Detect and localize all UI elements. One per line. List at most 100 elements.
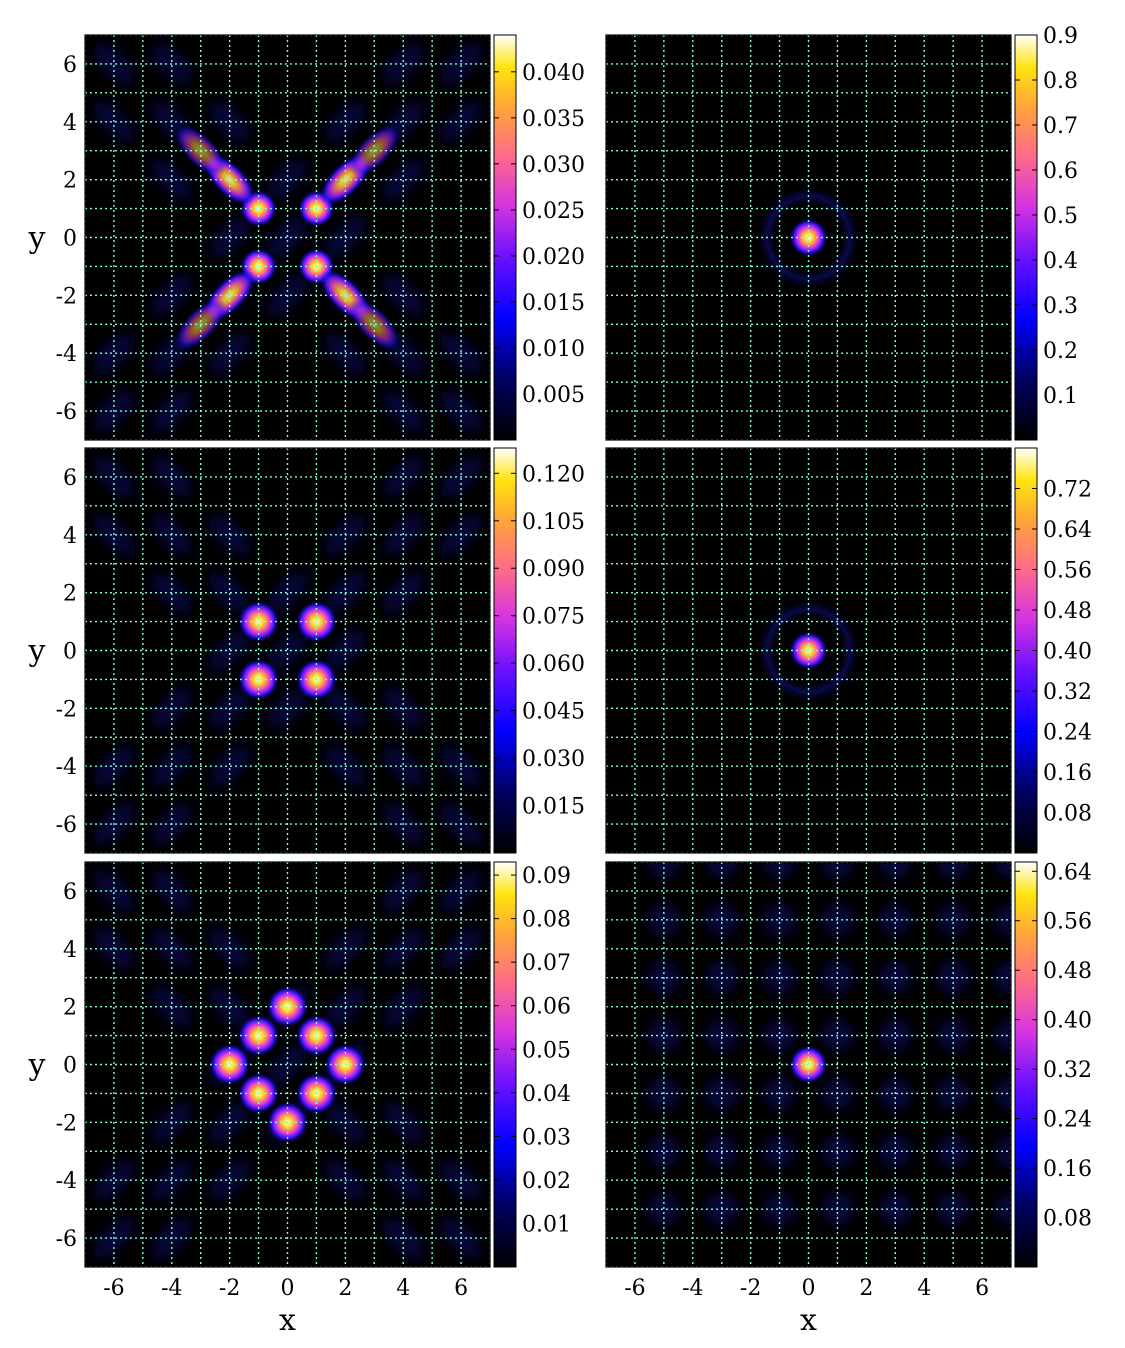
y-tick-label: -2 — [56, 1111, 77, 1136]
colorbar-tick-label: 0.08 — [1043, 802, 1092, 827]
heatmap-field — [85, 862, 490, 1267]
colorbar-tick-label: 0.03 — [522, 1125, 571, 1150]
colorbar-tick-label: 0.64 — [1043, 518, 1092, 543]
colorbar-tick-label: 0.40 — [1043, 1009, 1092, 1034]
heatmap-field — [606, 35, 1011, 440]
colorbar-tick-label: 0.010 — [522, 337, 585, 362]
colorbar-tick-label: 0.01 — [522, 1212, 571, 1237]
y-tick-label: 0 — [63, 640, 77, 665]
y-tick-label: -4 — [56, 342, 77, 367]
y-tick-label: 0 — [63, 227, 77, 252]
colorbar-tick-label: 0.24 — [1043, 1108, 1092, 1133]
y-tick-label: -6 — [56, 813, 77, 838]
colorbar-tick-label: 0.035 — [522, 107, 585, 132]
x-tick-labels: -6 -4 -2 0 2 4 6 — [103, 1276, 468, 1301]
panel-right-top: 0.1 0.2 0.3 0.4 0.5 0.6 0.7 0.8 0.9 — [605, 24, 1078, 441]
colorbar-tick-label: 0.3 — [1043, 294, 1078, 319]
colorbar-tick-label: 0.16 — [1043, 761, 1092, 786]
x-axis-label: x — [279, 1303, 296, 1338]
colorbar-gradient — [1014, 34, 1038, 441]
y-tick-label: -4 — [56, 755, 77, 780]
axes-frame — [84, 34, 491, 441]
colorbar-tick-label: 0.030 — [522, 747, 585, 772]
colorbar-tick-label: 0.06 — [522, 995, 571, 1020]
y-tick-label: 4 — [63, 111, 77, 136]
y-tick-label: -2 — [56, 284, 77, 309]
colorbar-tick-label: 0.24 — [1043, 721, 1092, 746]
colorbar-gradient — [493, 34, 517, 441]
x-tick-label: -2 — [740, 1276, 761, 1301]
heatmap-field — [85, 35, 490, 440]
colorbar-tick-label: 0.120 — [522, 462, 585, 487]
axes-frame — [84, 447, 491, 854]
y-tick-labels: 6 4 2 0 -2 -4 -6 — [56, 880, 77, 1252]
y-tick-label: -6 — [56, 400, 77, 425]
heatmap-field — [606, 862, 1011, 1267]
peak-marker — [209, 1044, 250, 1085]
colorbar-tick-label: 0.56 — [1043, 559, 1092, 584]
peak-marker — [789, 218, 828, 257]
panel-left-middle: 6 4 2 0 -2 -4 -6 y 0.015 0.030 0.045 0.060 0.075 0.09… — [28, 447, 585, 854]
colorbar: 0.015 0.030 0.045 0.060 0.075 0.090 0.105 0.120 — [493, 447, 585, 854]
colorbar-tick-label: 0.9 — [1043, 24, 1078, 49]
heatmap-field — [85, 448, 490, 853]
x-tick-label: 6 — [975, 1276, 989, 1301]
y-tick-label: -6 — [56, 1227, 77, 1252]
colorbar-tick-label: 0.020 — [522, 245, 585, 270]
x-tick-label: -4 — [682, 1276, 703, 1301]
y-axis-label: y — [28, 634, 46, 669]
y-tick-label: 2 — [63, 996, 77, 1021]
peak-marker — [789, 1045, 828, 1084]
colorbar: 0.08 0.16 0.24 0.32 0.40 0.48 0.56 0.64 — [1014, 860, 1092, 1268]
y-tick-label: 2 — [63, 582, 77, 607]
panel-right-bottom: -6 -4 -2 0 2 4 6x0.080.160.240.320.400.480.560… — [605, 860, 1092, 1338]
colorbar-tick-label: 0.015 — [522, 291, 585, 316]
panel-right-middle: 0.08 0.16 0.24 0.32 0.40 0.48 0.56 0.64 0.72 — [605, 447, 1092, 854]
colorbar: 0.1 0.2 0.3 0.4 0.5 0.6 0.7 0.8 0.9 — [1014, 24, 1078, 441]
colorbar-tick-label: 0.09 — [522, 864, 571, 889]
colorbar-tick-label: 0.105 — [522, 510, 585, 535]
x-tick-label: -6 — [624, 1276, 645, 1301]
y-tick-label: 4 — [63, 938, 77, 963]
colorbar-tick-label: 0.56 — [1043, 910, 1092, 935]
colorbar-tick-label: 0.005 — [522, 383, 585, 408]
x-tick-label: -4 — [161, 1276, 182, 1301]
x-tick-labels: -6 -4 -2 0 2 4 6 — [624, 1276, 989, 1301]
axes-frame — [605, 861, 1012, 1268]
colorbar-gradient — [1014, 861, 1038, 1268]
colorbar-tick-label: 0.16 — [1043, 1157, 1092, 1182]
x-tick-label: -6 — [103, 1276, 124, 1301]
colorbar: 0.08 0.16 0.24 0.32 0.40 0.48 0.56 0.64 0.72 — [1014, 447, 1092, 854]
colorbar-tick-label: 0.6 — [1043, 159, 1078, 184]
colorbar: 0.01 0.02 0.03 0.04 0.05 0.06 0.07 0.08 0.09 — [493, 861, 571, 1268]
colorbar-tick-label: 0.40 — [1043, 640, 1092, 665]
peak-marker — [789, 631, 828, 670]
colorbar-tick-label: 0.030 — [522, 153, 585, 178]
x-tick-label: 2 — [338, 1276, 352, 1301]
y-axis-label: y — [28, 1048, 46, 1083]
colorbar-tick-label: 0.025 — [522, 199, 585, 224]
colorbar-tick-label: 0.045 — [522, 700, 585, 725]
colorbar-tick-label: 0.48 — [1043, 959, 1092, 984]
colorbar-tick-label: 0.015 — [522, 795, 585, 820]
y-tick-labels: 6 4 2 0 -2 -4 -6 — [56, 466, 77, 838]
x-tick-label: 2 — [859, 1276, 873, 1301]
colorbar-tick-label: 0.08 — [522, 908, 571, 933]
colorbar-tick-label: 0.07 — [522, 951, 571, 976]
y-tick-label: 6 — [63, 880, 77, 905]
colorbar-tick-label: 0.060 — [522, 652, 585, 677]
peak-marker — [238, 1015, 279, 1056]
x-tick-label: 4 — [396, 1276, 410, 1301]
colorbar-tick-label: 0.64 — [1043, 860, 1092, 885]
colorbar-tick-label: 0.32 — [1043, 680, 1092, 705]
peak-marker — [348, 298, 400, 350]
colorbar-tick-label: 0.32 — [1043, 1058, 1092, 1083]
heatmap-field — [606, 448, 1011, 853]
colorbar-tick-label: 0.48 — [1043, 599, 1092, 624]
colorbar-gradient — [493, 447, 517, 854]
colorbar-gradient — [493, 861, 517, 1268]
y-tick-label: -2 — [56, 697, 77, 722]
colorbar-tick-label: 0.7 — [1043, 114, 1078, 139]
x-tick-label: -2 — [219, 1276, 240, 1301]
